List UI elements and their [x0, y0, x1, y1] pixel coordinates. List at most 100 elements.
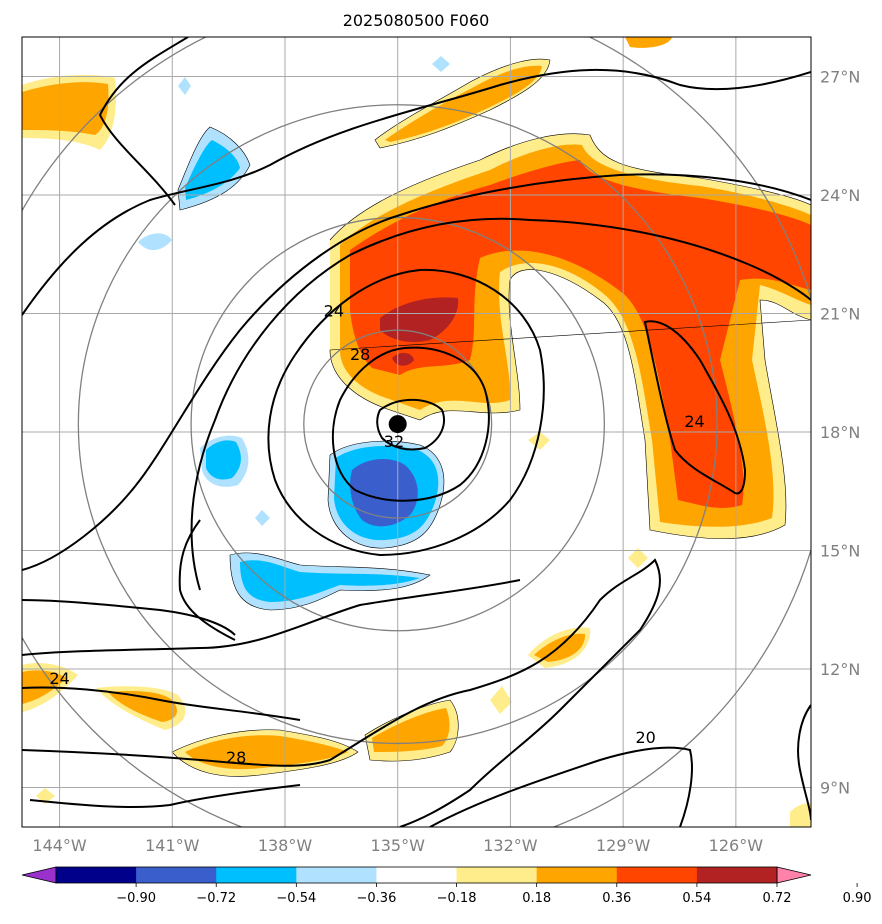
- lon-label-0: 144°W: [32, 836, 87, 855]
- lat-label-5: 24°N: [820, 186, 860, 205]
- map-area: 32 28 24 24 24 28 20: [22, 37, 811, 827]
- colorbar-label-4: −0.18: [437, 891, 477, 906]
- shade-speck-2: [628, 548, 648, 568]
- contour-sw-ring: [178, 519, 236, 641]
- lat-label-2: 15°N: [820, 542, 860, 561]
- colorbar-swatch-7: [616, 867, 698, 883]
- lon-label-1: 141°W: [145, 836, 200, 855]
- lon-label-2: 138°W: [258, 836, 313, 855]
- shade-top-orange: [625, 37, 672, 48]
- colorbar-swatch-4: [376, 867, 458, 883]
- contour-left-bottom: [22, 599, 236, 636]
- contour-label-0: 32: [384, 432, 404, 451]
- contour-label-2: 24: [324, 302, 344, 321]
- shade-s1-orange: [108, 690, 177, 722]
- colorbar-swatch-1: [136, 867, 217, 883]
- colorbar-label-5: 0.18: [522, 891, 551, 906]
- shade-cool-speck-4: [432, 56, 450, 72]
- contour-24-east: [643, 320, 747, 495]
- colorbar-swatch-3: [296, 867, 377, 883]
- latitude-labels: 9°N 12°N 15°N 18°N 21°N 24°N 27°N: [820, 68, 860, 798]
- longitude-labels: 144°W 141°W 138°W 135°W 132°W 129°W 126°W: [32, 836, 763, 855]
- outline-s2: [171, 729, 359, 777]
- contour-south-2: [22, 558, 661, 827]
- colorbar-label-8: 0.72: [763, 891, 792, 906]
- lon-label-4: 132°W: [483, 836, 538, 855]
- contour-label-6: 20: [636, 728, 656, 747]
- storm-center-marker: [388, 415, 407, 434]
- shade-cool-speck-1: [138, 233, 172, 251]
- contour-lines: [22, 37, 811, 827]
- colorbar-label-7: 0.54: [682, 891, 711, 906]
- colorbar-swatch-6: [536, 867, 618, 883]
- shade-speck-3: [490, 686, 512, 714]
- lon-label-5: 129°W: [596, 836, 651, 855]
- contour-south-1: [22, 579, 521, 656]
- outline-yellow-band: [329, 133, 811, 540]
- contour-label-4: 24: [49, 669, 69, 688]
- contour-24-main: [190, 217, 811, 591]
- lat-label-4: 21°N: [820, 305, 860, 324]
- plot-title: 2025080500 F060: [343, 11, 490, 30]
- shade-cool-speck-2: [255, 510, 270, 526]
- colorbar-swatch-0: [56, 867, 137, 883]
- colorbar-label-2: −0.54: [276, 891, 316, 906]
- colorbar-label-0: −0.90: [116, 891, 156, 906]
- lat-label-1: 12°N: [820, 660, 860, 679]
- colorbar-label-6: 0.36: [602, 891, 631, 906]
- colorbar-swatch-2: [216, 867, 297, 883]
- colorbar-swatch-8: [696, 867, 778, 883]
- map-frame: [21, 36, 812, 828]
- contour-20: [429, 746, 693, 827]
- colorbar-extend-max: [776, 866, 812, 884]
- shade-speck-5: [790, 803, 811, 827]
- contour-labels: 32 28 24 24 24 28 20: [49, 302, 704, 767]
- shade-cool-royal-core: [350, 458, 418, 527]
- colorbar-extend-min: [21, 866, 57, 884]
- outline-ne-arm: [374, 58, 551, 149]
- range-rings: [22, 37, 811, 827]
- contour-left-arc: [22, 173, 811, 571]
- lon-label-3: 135°W: [371, 836, 426, 855]
- shade-speck-4: [36, 788, 55, 804]
- lat-label-6: 27°N: [820, 68, 860, 87]
- colorbar-swatch-5: [456, 867, 538, 883]
- shade-cool-speck-3: [178, 77, 191, 95]
- shade-s2-orange: [185, 735, 348, 770]
- range-ring-1: [190, 216, 606, 632]
- contour-label-3: 24: [684, 412, 704, 431]
- contour-upper: [22, 68, 811, 316]
- contour-s3-line: [29, 784, 301, 809]
- shaded-field: [22, 37, 811, 827]
- contour-label-1: 28: [350, 345, 370, 364]
- outline-cool-core: [327, 440, 445, 549]
- contour-28-outer: [267, 268, 545, 557]
- colorbar-label-3: −0.36: [357, 891, 397, 906]
- shade-red-band: [350, 160, 811, 508]
- contour-32: [376, 398, 445, 451]
- lat-label-0: 9°N: [820, 779, 850, 798]
- range-ring-0: [303, 329, 493, 519]
- lat-label-3: 18°N: [820, 423, 860, 442]
- shade-nw-orange: [22, 82, 109, 135]
- contour-east-edge: [797, 704, 811, 821]
- shade-s3-orange: [372, 708, 450, 752]
- contour-label-5: 28: [226, 748, 246, 767]
- lon-label-6: 126°W: [709, 836, 764, 855]
- contour-28-inner: [331, 346, 490, 502]
- outline-cool-nw: [177, 126, 251, 211]
- shade-ne-arm-orange: [385, 65, 542, 142]
- colorbar: −0.90 −0.72 −0.54 −0.36 −0.18 0.18 0.36 0.54 0.7…: [21, 866, 872, 906]
- shade-cool-w-inner: [206, 440, 241, 480]
- shade-speck-1: [528, 432, 550, 450]
- contour-24-sw: [22, 686, 301, 721]
- range-ring-2: [77, 104, 718, 745]
- colorbar-frame: [55, 866, 778, 884]
- shade-outlines: [171, 58, 811, 777]
- colorbar-label-1: −0.72: [196, 891, 236, 906]
- graticule-grid: [22, 37, 811, 827]
- colorbar-label-9: 0.90: [843, 891, 872, 906]
- contour-nw-line: [98, 37, 189, 206]
- outline-cool-sw: [229, 552, 431, 611]
